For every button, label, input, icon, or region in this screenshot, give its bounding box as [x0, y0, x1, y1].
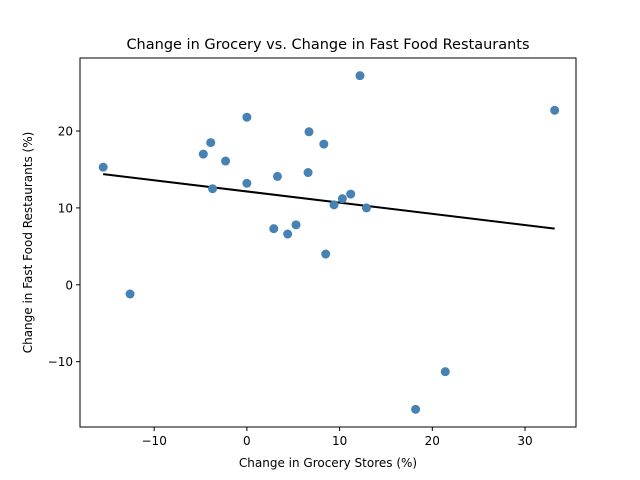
y-axis-label: Change in Fast Food Restaurants (%): [21, 132, 35, 354]
x-tick-label: 10: [332, 434, 347, 448]
data-point: [221, 156, 231, 166]
data-point: [291, 220, 301, 230]
data-point: [355, 71, 365, 81]
data-point: [550, 105, 560, 115]
y-tick-label: 20: [58, 125, 73, 139]
data-point: [337, 194, 347, 204]
data-point: [303, 168, 313, 178]
data-point: [440, 367, 450, 377]
data-point: [304, 127, 314, 137]
plot-frame: [79, 57, 577, 428]
y-tick-label: 0: [65, 278, 73, 292]
x-axis-label: Change in Grocery Stores (%): [239, 456, 417, 470]
x-tick-label: 30: [517, 434, 532, 448]
data-point: [269, 224, 279, 234]
data-point: [98, 162, 108, 172]
data-point: [242, 112, 252, 122]
data-point: [346, 189, 356, 199]
x-tick-label: 0: [243, 434, 251, 448]
chart-title: Change in Grocery vs. Change in Fast Foo…: [126, 37, 529, 53]
trendline: [103, 173, 555, 230]
y-tick-label: −10: [48, 355, 73, 369]
data-point: [411, 404, 421, 414]
data-point: [319, 139, 329, 149]
data-point: [125, 289, 135, 299]
data-point: [206, 138, 216, 148]
data-point: [198, 149, 208, 159]
data-point: [242, 178, 252, 188]
y-tick-label: 10: [58, 201, 73, 215]
data-point: [329, 200, 339, 210]
data-point: [208, 184, 218, 194]
x-tick-label: 20: [425, 434, 440, 448]
data-point: [272, 171, 282, 181]
data-point: [321, 249, 331, 259]
data-point: [361, 203, 371, 213]
x-tick-label: −10: [142, 434, 167, 448]
data-point: [283, 229, 293, 239]
